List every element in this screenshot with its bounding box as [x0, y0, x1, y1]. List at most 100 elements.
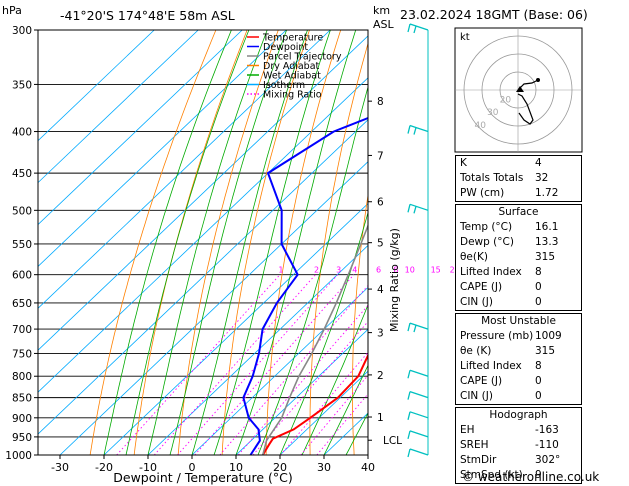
hodograph-unit-label: kt: [460, 32, 470, 43]
height-tick-label: 2: [377, 370, 384, 382]
legend-entry: Isotherm: [263, 80, 305, 91]
isotherm-line: [59, 161, 368, 455]
isotherm-line: [38, 119, 368, 435]
totals-totals-row: Totals Totals 32: [460, 172, 549, 184]
temperature-tick-label: 20: [273, 461, 287, 474]
temperature-tick-label: -10: [139, 461, 157, 474]
legend-entry: Temperature: [262, 33, 323, 44]
mixing-ratio-label: 15: [431, 266, 441, 275]
mixing-ratio-label: 3: [336, 266, 341, 275]
wind-barb: [409, 448, 429, 456]
surface-temp-row: Temp (°C) 16.1: [460, 221, 559, 233]
wind-barb: [409, 23, 429, 31]
grid-lines: [38, 30, 629, 455]
isotherm-line: [103, 203, 368, 455]
pressure-tick-label: 1000: [5, 450, 32, 462]
pressure-tick-label: 400: [12, 127, 32, 139]
isotherm-line: [38, 30, 243, 226]
isotherm-line: [279, 370, 368, 455]
mixing-ratio-label: 10: [405, 266, 415, 275]
mu-cin-row: CIN (J) 0: [460, 390, 542, 402]
wind-barb-flag: [407, 430, 411, 440]
mixing-ratio-label: 20: [450, 266, 460, 275]
isotherm-line: [38, 30, 155, 142]
wind-barb: [409, 411, 429, 419]
mu-pressure-row: Pressure (mb) 1009: [460, 330, 562, 342]
wind-barb-flag: [413, 324, 417, 333]
hodograph-ring-label: 30: [487, 108, 499, 118]
legend-entry: Wet Adiabat: [263, 71, 321, 82]
pressure-tick-label: 350: [12, 79, 32, 91]
mixing-ratio-line: [280, 351, 368, 455]
wet-adiabat-line: [169, 30, 287, 455]
profile-lines: [242, 116, 368, 455]
legend-entry: Mixing Ratio: [263, 90, 322, 101]
datetime-label: 23.02.2024 18GMT (Base: 06): [400, 7, 588, 22]
hodograph-ring-label: 20: [500, 96, 512, 106]
hodograph-trace: [517, 79, 539, 91]
wet-adiabat-line: [103, 30, 232, 455]
wind-barb: [409, 430, 429, 438]
wind-barb-flag: [407, 411, 411, 420]
isotherm-line: [38, 77, 368, 393]
stmdir-row: StmDir 302°: [460, 454, 561, 466]
height-tick-label: 1: [377, 412, 384, 424]
wind-barb: [409, 322, 429, 330]
surface-li-row: Lifted Index 8: [460, 266, 542, 278]
temperature-tick-label: 30: [317, 461, 331, 474]
isotherm-line: [147, 244, 368, 455]
wet-adiabat-line: [235, 30, 357, 455]
pressure-tick-label: 750: [12, 348, 32, 360]
isotherm-line: [38, 35, 368, 351]
mixing-ratio-label: 6: [376, 266, 381, 275]
wet-adiabat-line: [323, 364, 368, 455]
height-tick-label: LCL: [383, 435, 402, 447]
mixing-ratio-line: [116, 274, 281, 455]
legend-entry: Dry Adiabat: [263, 61, 320, 72]
wet-adiabat-line: [213, 30, 331, 455]
wind-barb: [409, 124, 429, 133]
location-title: -41°20'S 174°48'E 58m ASL: [60, 8, 235, 23]
hodograph-trace: [517, 93, 534, 125]
storm-motion-marker: [516, 86, 524, 92]
mixing-ratio-label: 1: [278, 266, 283, 275]
pressure-tick-label: 700: [12, 324, 32, 336]
wind-barb-flag: [407, 204, 411, 213]
temperature-tick-label: -30: [51, 461, 69, 474]
dry-adiabat-line: [177, 30, 279, 455]
hpa-unit-label: hPa: [2, 4, 22, 17]
isotherm-line: [38, 30, 287, 267]
height-tick-label: 7: [377, 150, 384, 162]
temperature-tick-label: 10: [229, 461, 243, 474]
wind-barb-flag: [413, 25, 417, 34]
pressure-tick-label: 600: [12, 270, 32, 282]
isotherm-line: [235, 328, 368, 455]
series-temperature: [261, 353, 368, 455]
wet-adiabat-line: [301, 303, 368, 455]
surface-dewp-row: Dewp (°C) 13.3: [460, 236, 559, 248]
mixing-ratio-line: [300, 374, 368, 455]
axes: 3003504004505005506006507007508008509009…: [5, 25, 402, 474]
pressure-tick-label: 800: [12, 371, 32, 383]
dry-adiabat-line: [89, 30, 217, 455]
surface-cin-row: CIN (J) 0: [460, 296, 542, 308]
pressure-tick-label: 650: [12, 298, 32, 310]
dry-adiabat-line: [582, 30, 618, 455]
wind-barb-flag: [407, 391, 411, 400]
most-unstable-section: Most Unstable Pressure (mb) 1009 θe (K) 31…: [455, 313, 582, 405]
wet-adiabat-line: [257, 85, 368, 455]
surface-thetae-row: θe(K) 315: [460, 251, 556, 263]
hodograph-ring-label: 40: [474, 121, 486, 131]
dry-adiabat-line: [616, 30, 629, 455]
credit-link[interactable]: © weatheronline.co.uk: [462, 470, 600, 484]
height-tick-label: 6: [377, 197, 384, 209]
wet-adiabat-line: [279, 210, 368, 455]
temperature-tick-label: -20: [95, 461, 113, 474]
pressure-tick-label: 850: [12, 393, 32, 405]
mixing-ratio-line: [153, 274, 316, 455]
temperature-tick-label: 0: [189, 461, 196, 474]
